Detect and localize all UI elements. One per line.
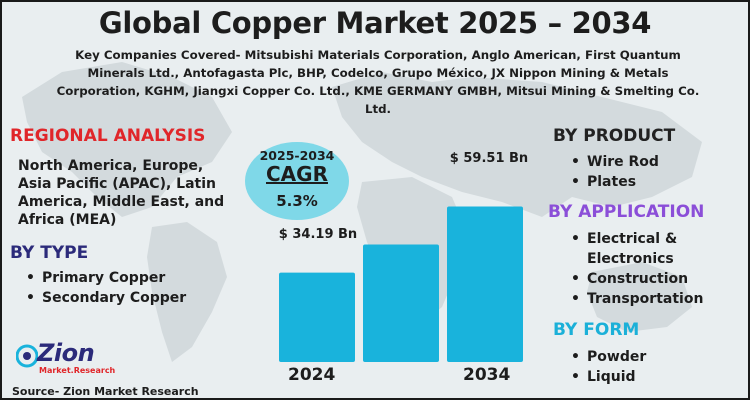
list-item: Liquid (569, 367, 646, 387)
zion-logo-icon (16, 344, 38, 368)
source-note: Source- Zion Market Research (12, 385, 199, 398)
list-item: Powder (569, 347, 646, 367)
list-item: Wire Rod (569, 152, 659, 172)
logo-text: Zion (37, 339, 95, 367)
bar-2024 (279, 272, 355, 362)
cagr-label: CAGR (266, 162, 328, 186)
bar-mid (363, 244, 439, 362)
by-form-heading: BY FORM (553, 320, 640, 340)
bar-chart (279, 206, 523, 362)
data-label-2024: $ 34.19 Bn (278, 227, 358, 242)
page-title: Global Copper Market 2025 – 2034 (98, 6, 652, 40)
cagr-value: 5.3% (276, 192, 318, 210)
x-tick-2024: 2024 (288, 365, 336, 385)
by-product-list: Wire Rod Plates (569, 152, 659, 192)
regional-analysis-text: North America, Europe, Asia Pacific (APA… (18, 158, 225, 228)
by-application-list: Electrical & Electronics Construction Tr… (569, 229, 703, 309)
by-application-heading: BY APPLICATION (548, 202, 705, 222)
list-item: Transportation (569, 289, 703, 309)
cagr-badge (245, 142, 349, 220)
by-type-list: Primary Copper Secondary Copper (24, 268, 186, 308)
data-label-2034: $ 59.51 Bn (449, 151, 529, 166)
bar-2034 (447, 206, 523, 362)
logo-subtext: Market.Research (39, 366, 116, 375)
by-type-heading: BY TYPE (10, 243, 89, 263)
by-product-heading: BY PRODUCT (553, 126, 676, 146)
list-item: Construction (569, 269, 699, 289)
by-form-list: Powder Liquid (569, 347, 646, 387)
cagr-period: 2025-2034 (259, 148, 335, 163)
list-item: Plates (569, 172, 659, 192)
list-item: Primary Copper (24, 268, 186, 288)
key-companies-text: Key Companies Covered- Mitsubishi Materi… (56, 48, 700, 116)
regional-analysis-heading: REGIONAL ANALYSIS (10, 126, 206, 146)
list-item: Electrical & Electronics (569, 229, 699, 269)
list-item: Secondary Copper (24, 288, 186, 308)
x-tick-2034: 2034 (463, 365, 511, 385)
